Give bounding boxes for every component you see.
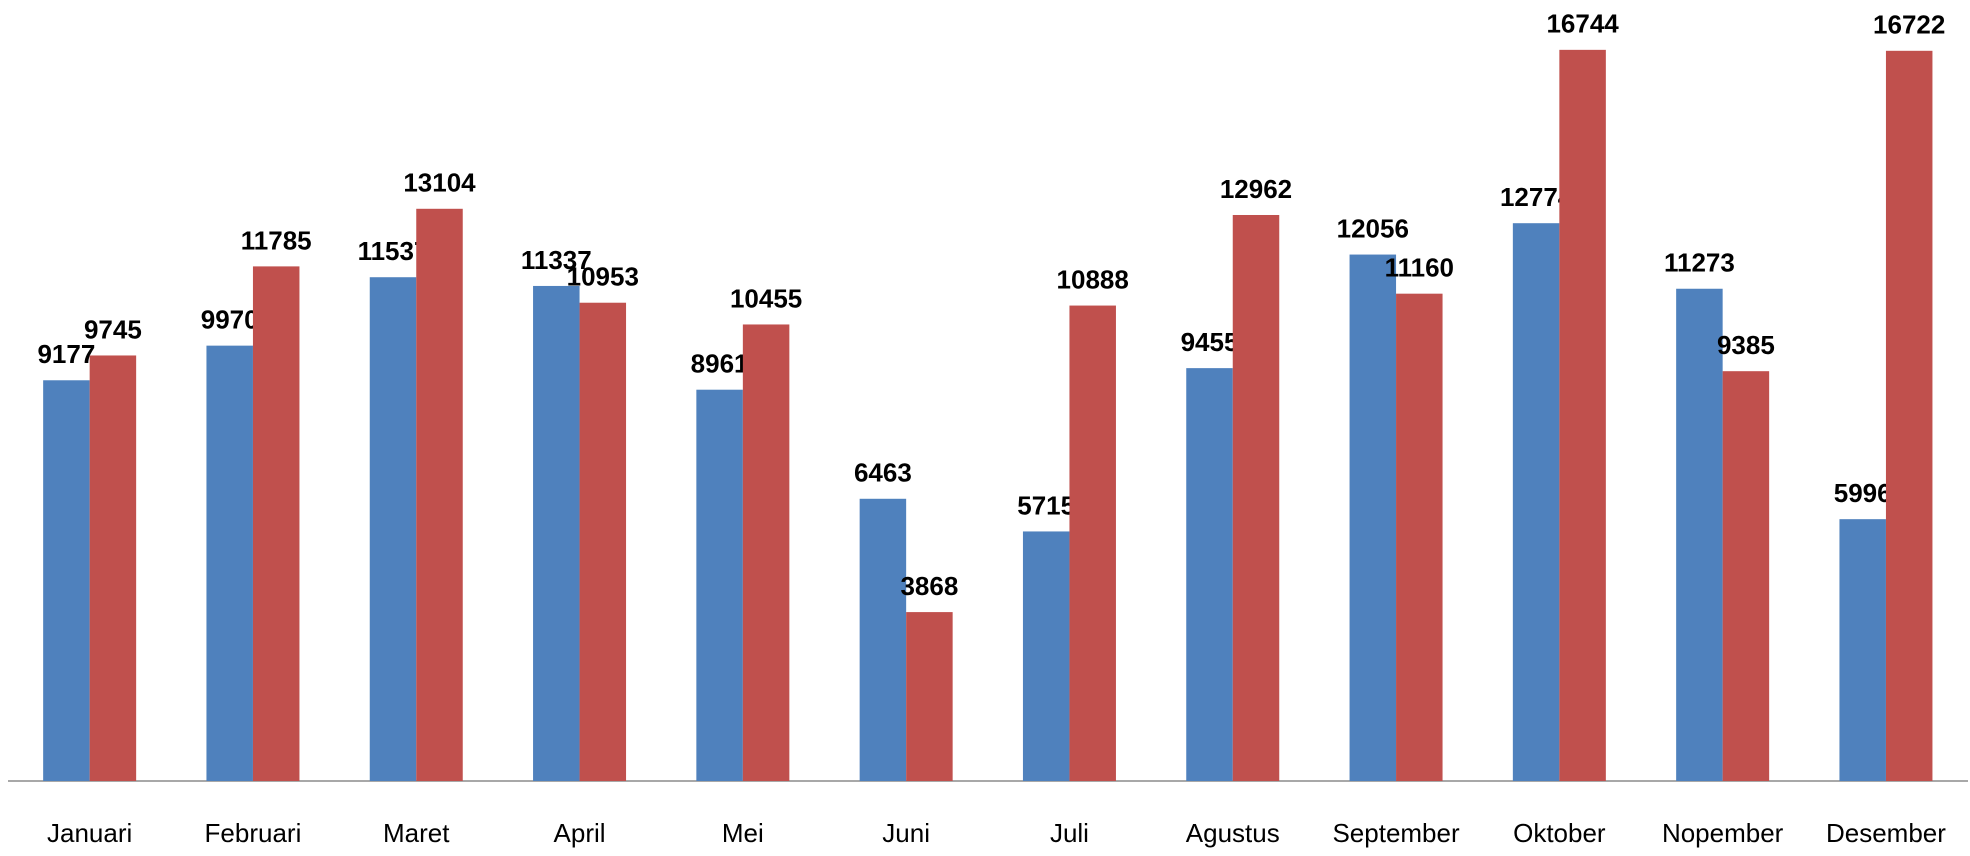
bar <box>859 498 907 781</box>
x-tick-label: Juni <box>882 818 930 848</box>
x-tick-label: Juli <box>1050 818 1089 848</box>
bar <box>1839 519 1886 781</box>
bar <box>1559 49 1606 781</box>
bar <box>1022 531 1070 781</box>
bar <box>1232 214 1280 781</box>
bar <box>43 380 90 781</box>
data-label: 9455 <box>1181 327 1239 357</box>
bar <box>1396 293 1443 781</box>
data-label: 16744 <box>1546 9 1619 39</box>
bar <box>1349 254 1397 781</box>
data-label: 10953 <box>567 262 639 292</box>
data-label: 12056 <box>1337 213 1409 243</box>
data-label: 3868 <box>900 571 958 601</box>
x-tick-label: September <box>1332 818 1460 848</box>
bar <box>1512 223 1560 781</box>
data-label: 16722 <box>1873 10 1945 40</box>
data-label: 11160 <box>1385 253 1454 283</box>
bar <box>252 266 300 782</box>
data-label: 11785 <box>241 225 312 255</box>
data-label: 8961 <box>691 349 749 379</box>
data-label: 10455 <box>730 283 802 313</box>
bar <box>742 324 790 781</box>
bar <box>1676 288 1723 781</box>
data-label: 9745 <box>84 314 142 344</box>
bar <box>1722 371 1770 781</box>
bar <box>906 612 953 781</box>
x-tick-label: Januari <box>47 818 132 848</box>
x-tick-label: Desember <box>1826 818 1946 848</box>
bar <box>1885 50 1933 781</box>
bar <box>579 302 627 781</box>
bar <box>696 389 743 781</box>
x-tick-label: Februari <box>205 818 302 848</box>
data-label: 5715 <box>1017 490 1075 520</box>
data-label: 6463 <box>854 458 912 488</box>
x-tick-label: Agustus <box>1186 818 1280 848</box>
data-label: 9177 <box>37 339 95 369</box>
bar <box>89 355 137 781</box>
bar <box>206 345 253 781</box>
data-label: 11273 <box>1664 248 1735 278</box>
data-label: 9385 <box>1717 330 1775 360</box>
data-label: 9970 <box>201 305 259 335</box>
x-tick-label: Maret <box>383 818 450 848</box>
data-label: 11337 <box>521 245 592 275</box>
x-tick-label: April <box>554 818 606 848</box>
bar <box>1069 305 1116 781</box>
data-label: 12962 <box>1220 174 1292 204</box>
bar <box>533 285 580 781</box>
data-label: 10888 <box>1057 264 1129 294</box>
bar <box>1186 368 1233 781</box>
bar <box>416 208 463 782</box>
bar <box>369 277 417 781</box>
x-tick-label: Nopember <box>1662 818 1784 848</box>
data-label: 5996 <box>1834 478 1892 508</box>
x-tick-label: Oktober <box>1513 818 1606 848</box>
x-tick-label: Mei <box>722 818 764 848</box>
data-label: 13104 <box>403 168 476 198</box>
